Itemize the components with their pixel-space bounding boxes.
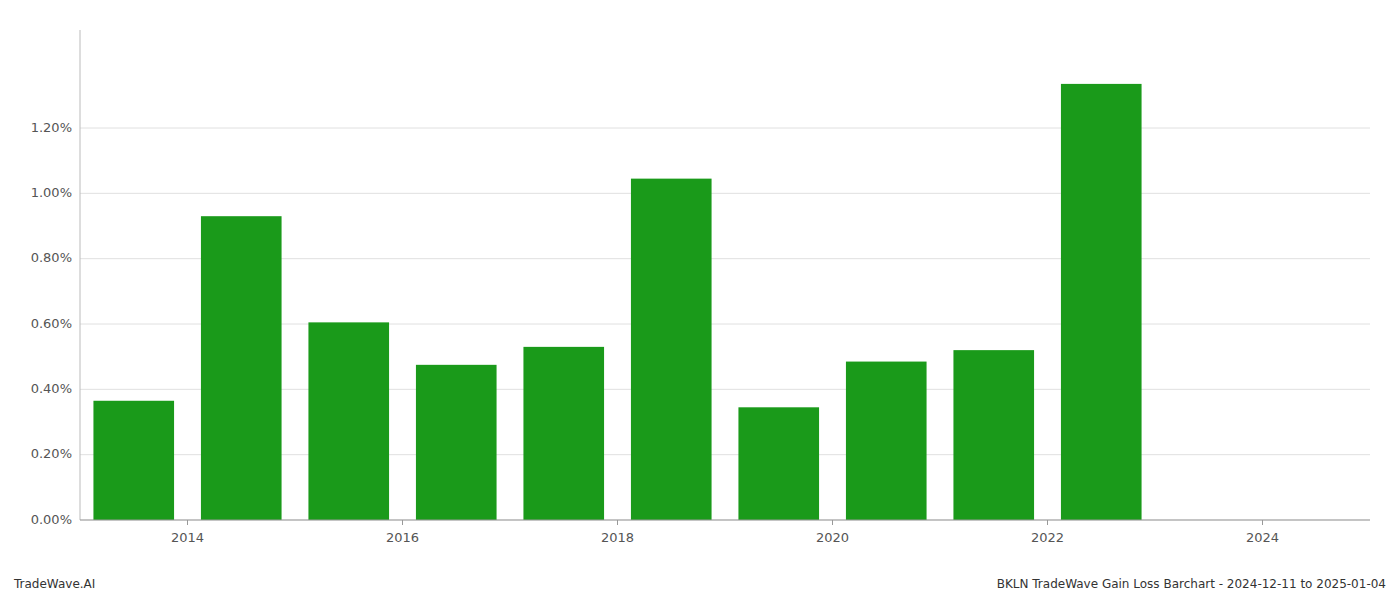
bar: [738, 407, 819, 520]
x-tick: [617, 520, 618, 525]
y-tick-label: 0.20%: [31, 446, 72, 461]
x-tick: [402, 520, 403, 525]
y-tick-label: 0.40%: [31, 381, 72, 396]
y-axis-line: [80, 30, 81, 520]
chart-container: 0.00%0.20%0.40%0.60%0.80%1.00%1.20%20142…: [0, 0, 1400, 600]
x-tick: [1262, 520, 1263, 525]
bar: [523, 347, 604, 520]
bar: [308, 322, 389, 520]
background: [0, 0, 1400, 600]
bar: [846, 362, 927, 520]
x-tick-label: 2016: [386, 530, 419, 545]
x-tick-label: 2020: [816, 530, 849, 545]
x-tick: [832, 520, 833, 525]
bar: [416, 365, 497, 520]
y-tick-label: 0.80%: [31, 250, 72, 265]
bar: [201, 216, 282, 520]
bar: [631, 179, 712, 520]
y-tick-label: 0.60%: [31, 316, 72, 331]
x-tick: [1047, 520, 1048, 525]
x-tick-label: 2018: [601, 530, 634, 545]
footer-left: TradeWave.AI: [13, 577, 95, 591]
y-tick-label: 1.20%: [31, 120, 72, 135]
grid-line: [80, 520, 1370, 521]
x-axis-line: [80, 520, 1370, 521]
y-tick-label: 0.00%: [31, 512, 72, 527]
bar: [953, 350, 1034, 520]
x-tick: [187, 520, 188, 525]
bar: [93, 401, 174, 520]
x-tick-label: 2014: [171, 530, 204, 545]
x-tick-label: 2022: [1031, 530, 1064, 545]
grid: [80, 128, 1370, 520]
y-tick-label: 1.00%: [31, 185, 72, 200]
grid-line: [80, 193, 1370, 194]
chart-svg: 0.00%0.20%0.40%0.60%0.80%1.00%1.20%20142…: [0, 0, 1400, 600]
x-axis: 2014 2016 2018 2020 2022 2024: [80, 520, 1370, 545]
bar: [1061, 84, 1142, 520]
x-tick-label: 2024: [1246, 530, 1279, 545]
grid-line: [80, 128, 1370, 129]
y-axis: 0.00% 0.20% 0.40% 0.60% 0.80% 1.00% 1.20%: [31, 30, 80, 527]
bars: [93, 84, 1141, 520]
footer-right: BKLN TradeWave Gain Loss Barchart - 2024…: [997, 577, 1386, 591]
